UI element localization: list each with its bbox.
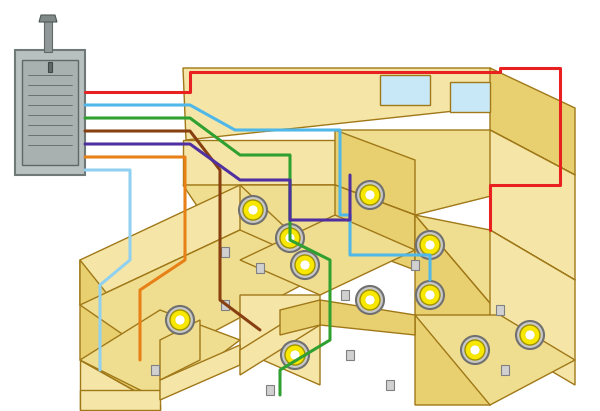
Circle shape	[425, 290, 435, 300]
Circle shape	[461, 336, 489, 364]
Circle shape	[420, 285, 440, 305]
Circle shape	[300, 260, 310, 270]
Polygon shape	[335, 130, 575, 215]
Polygon shape	[80, 390, 160, 410]
Circle shape	[360, 290, 380, 310]
Polygon shape	[39, 15, 57, 22]
Polygon shape	[240, 215, 415, 295]
Circle shape	[248, 205, 258, 215]
Circle shape	[170, 310, 190, 330]
Polygon shape	[341, 290, 349, 300]
Polygon shape	[411, 260, 419, 270]
Polygon shape	[346, 350, 354, 360]
Polygon shape	[490, 230, 575, 385]
Circle shape	[356, 181, 384, 209]
Circle shape	[285, 345, 305, 365]
Circle shape	[276, 224, 304, 252]
Circle shape	[243, 200, 263, 220]
Circle shape	[356, 286, 384, 314]
Polygon shape	[256, 263, 264, 273]
Circle shape	[425, 240, 435, 250]
Circle shape	[365, 295, 375, 305]
Polygon shape	[48, 62, 52, 72]
Polygon shape	[335, 130, 415, 215]
Polygon shape	[183, 140, 335, 185]
Circle shape	[416, 281, 444, 309]
Circle shape	[416, 231, 444, 259]
Circle shape	[175, 315, 185, 325]
Polygon shape	[151, 365, 159, 375]
Polygon shape	[450, 82, 490, 112]
Polygon shape	[15, 50, 85, 175]
Circle shape	[239, 196, 267, 224]
Polygon shape	[415, 315, 575, 405]
Polygon shape	[160, 320, 200, 380]
Polygon shape	[320, 300, 415, 335]
Polygon shape	[240, 300, 320, 375]
Circle shape	[291, 251, 319, 279]
Circle shape	[470, 345, 480, 355]
Polygon shape	[490, 68, 575, 175]
Circle shape	[281, 341, 309, 369]
Circle shape	[465, 340, 485, 360]
Polygon shape	[221, 300, 229, 310]
Circle shape	[166, 306, 194, 334]
Circle shape	[295, 255, 315, 275]
Circle shape	[365, 190, 375, 200]
Polygon shape	[80, 310, 240, 400]
Polygon shape	[240, 295, 320, 385]
Polygon shape	[415, 215, 575, 315]
Polygon shape	[22, 60, 78, 165]
Polygon shape	[415, 315, 500, 405]
Polygon shape	[80, 185, 240, 305]
Polygon shape	[266, 385, 274, 395]
Polygon shape	[335, 185, 415, 270]
Polygon shape	[80, 360, 160, 410]
Polygon shape	[415, 215, 500, 360]
Polygon shape	[490, 130, 575, 280]
Polygon shape	[183, 68, 510, 140]
Polygon shape	[44, 20, 52, 52]
Circle shape	[280, 228, 300, 248]
Polygon shape	[80, 260, 160, 405]
Polygon shape	[496, 305, 504, 315]
Polygon shape	[280, 300, 320, 335]
Circle shape	[360, 185, 380, 205]
Polygon shape	[501, 365, 509, 375]
Circle shape	[516, 321, 544, 349]
Polygon shape	[160, 345, 240, 400]
Polygon shape	[380, 75, 430, 105]
Circle shape	[525, 330, 535, 340]
Polygon shape	[386, 380, 394, 390]
Circle shape	[420, 235, 440, 255]
Circle shape	[520, 325, 540, 345]
Circle shape	[290, 350, 300, 360]
Polygon shape	[80, 230, 330, 360]
Polygon shape	[221, 247, 229, 257]
Polygon shape	[240, 185, 415, 260]
Circle shape	[285, 233, 295, 243]
Polygon shape	[183, 185, 415, 270]
